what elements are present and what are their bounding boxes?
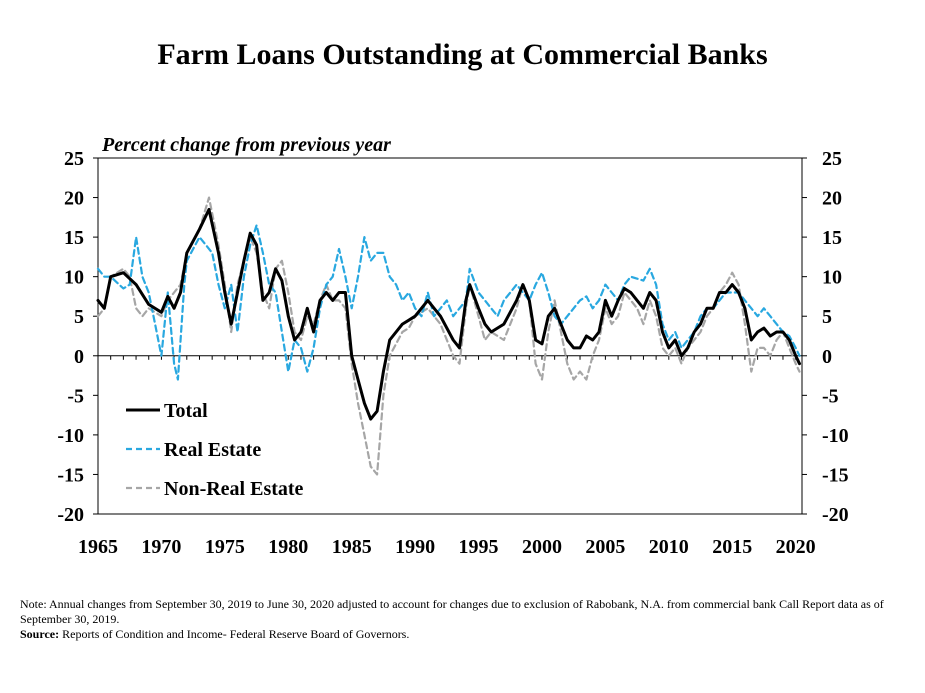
x-tick-label: 2020 <box>776 536 816 558</box>
x-tick-label: 1995 <box>459 536 499 558</box>
footnote-source: Source: Reports of Condition and Income-… <box>20 627 900 642</box>
y-tick-label-left: -5 <box>67 385 84 407</box>
y-tick-label-left: 0 <box>74 346 84 368</box>
y-tick-label-right: 10 <box>822 267 842 289</box>
y-tick-label-right: -10 <box>822 425 849 447</box>
legend-label: Total <box>164 400 208 422</box>
x-tick-label: 1980 <box>268 536 308 558</box>
y-tick-label-left: 5 <box>74 306 84 328</box>
x-tick-label: 2015 <box>712 536 752 558</box>
y-tick-label-right: 15 <box>822 227 842 249</box>
legend: Total Real Estate Non-Real Estate <box>126 400 304 500</box>
y-tick-label-right: -15 <box>822 464 849 486</box>
y-tick-label-right: -5 <box>822 385 839 407</box>
y-tick-label-left: 25 <box>64 148 84 170</box>
x-tick-label: 1990 <box>395 536 435 558</box>
footnote-note: Note: Annual changes from September 30, … <box>20 597 884 626</box>
x-tick-label: 2005 <box>585 536 625 558</box>
y-tick-label-right: 25 <box>822 148 842 170</box>
series-line-total <box>96 207 801 421</box>
x-tick-label: 2010 <box>649 536 689 558</box>
y-tick-label-left: 15 <box>64 227 84 249</box>
y-tick-label-left: -10 <box>57 425 84 447</box>
x-tick-label: 1985 <box>332 536 372 558</box>
source-label: Source: <box>20 627 60 641</box>
plot-border <box>97 157 803 515</box>
y-tick-label-right: -20 <box>822 504 849 526</box>
y-tick-label-right: 0 <box>822 346 832 368</box>
y-tick-label-right: 5 <box>822 306 832 328</box>
legend-label: Real Estate <box>164 439 261 461</box>
chart-subtitle: Percent change from previous year <box>101 134 391 156</box>
y-tick-label-left: -15 <box>57 464 84 486</box>
x-tick-label: 1975 <box>205 536 245 558</box>
y-tick-label-right: 20 <box>822 188 842 210</box>
series-line-real-estate <box>96 224 801 381</box>
series-layer <box>96 196 801 476</box>
y-tick-label-left: 10 <box>64 267 84 289</box>
chart-title: Farm Loans Outstanding at Commercial Ban… <box>157 38 768 71</box>
legend-label: Non-Real Estate <box>164 478 304 500</box>
x-tick-label: 1970 <box>141 536 181 558</box>
y-tick-label-left: -20 <box>57 504 84 526</box>
footnotes: Note: Annual changes from September 30, … <box>20 597 900 642</box>
y-tick-label-left: 20 <box>64 188 84 210</box>
series-line-non-real-estate <box>96 196 801 476</box>
x-tick-label: 1965 <box>78 536 118 558</box>
x-tick-label: 2000 <box>522 536 562 558</box>
source-text: Reports of Condition and Income- Federal… <box>59 627 410 641</box>
